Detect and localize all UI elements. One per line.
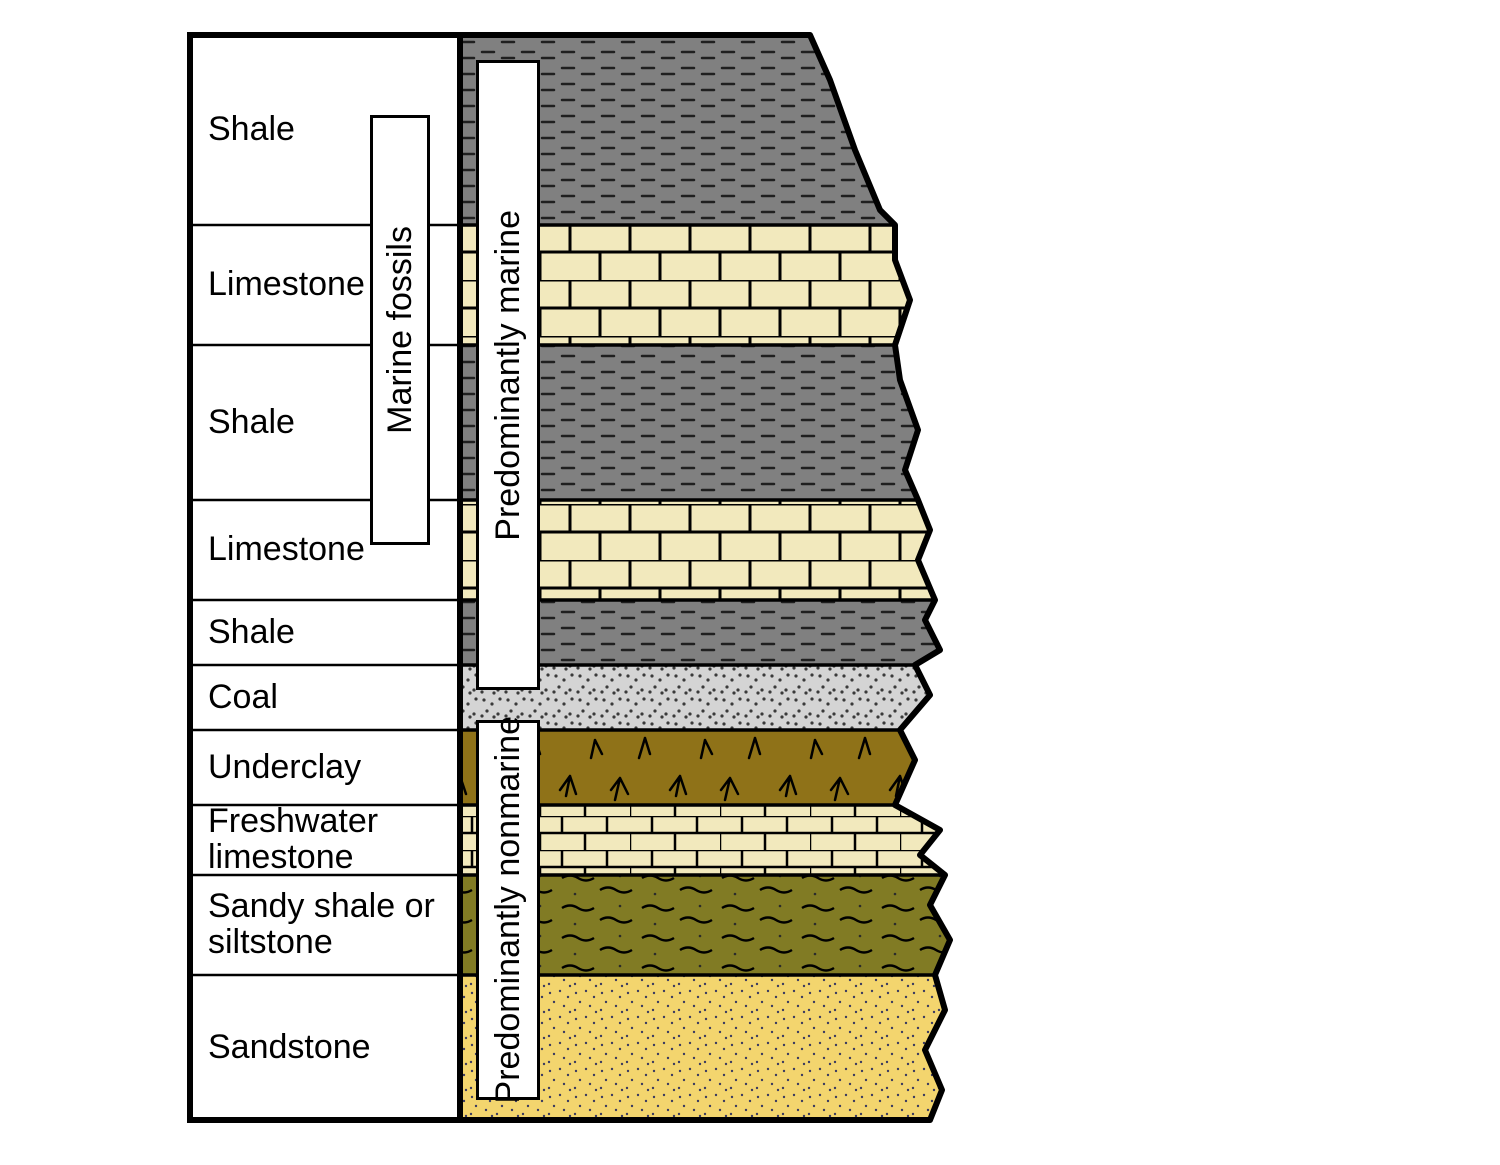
rock-layer-7	[460, 805, 1260, 875]
predominantly-marine-box: Predominantly marine	[476, 60, 540, 690]
layer-label-0: Shale	[208, 112, 454, 148]
rock-layer-3	[460, 500, 1260, 600]
rock-layer-5	[460, 665, 1260, 730]
rock-layer-9	[460, 975, 1260, 1120]
rock-layer-6	[460, 730, 1260, 805]
layer-label-9: Sandstone	[208, 1030, 454, 1066]
diagram-svg	[0, 0, 1500, 1165]
rock-layer-0	[460, 35, 1260, 225]
layer-label-2: Shale	[208, 405, 454, 441]
layer-label-1: Limestone	[208, 267, 454, 303]
rock-layer-4	[460, 600, 1260, 665]
marine-fossils-box: Marine fossils	[370, 115, 430, 545]
marine-fossils-label: Marine fossils	[381, 226, 420, 434]
predominantly-nonmarine-box: Predominantly nonmarine	[476, 720, 540, 1100]
layer-label-7: Freshwaterlimestone	[208, 804, 454, 875]
layer-label-5: Coal	[208, 680, 454, 716]
predominantly-nonmarine-label: Predominantly nonmarine	[489, 716, 528, 1103]
layer-label-3: Limestone	[208, 532, 454, 568]
predominantly-marine-label: Predominantly marine	[489, 210, 528, 541]
layer-label-4: Shale	[208, 615, 454, 651]
stratigraphic-diagram: Marine fossils Predominantly marine Pred…	[0, 0, 1500, 1165]
rock-layer-1	[460, 225, 1260, 345]
layer-label-8: Sandy shale orsiltstone	[208, 889, 454, 960]
rock-layer-8	[460, 875, 1260, 975]
rock-layer-2	[460, 345, 1260, 500]
layer-label-6: Underclay	[208, 750, 454, 786]
